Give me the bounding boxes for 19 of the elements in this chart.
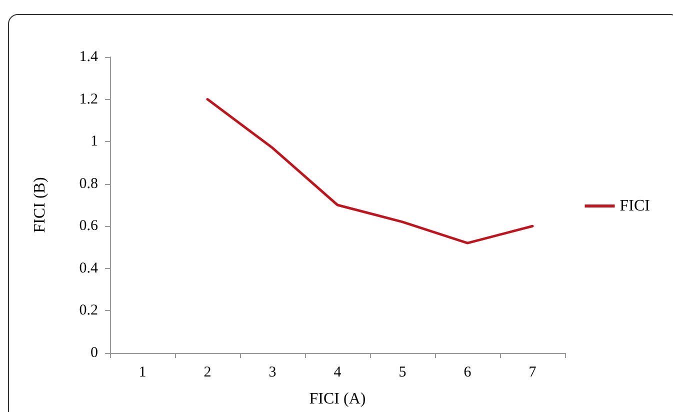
x-tick-label: 6 — [464, 364, 472, 380]
y-tick-label: 1.2 — [79, 91, 98, 108]
y-tick-label: 0.4 — [79, 260, 98, 276]
y-tick-label: 0 — [90, 345, 98, 361]
y-tick-label: 1 — [90, 134, 98, 150]
x-tick-label: 7 — [528, 364, 537, 380]
x-tick-label: 5 — [398, 364, 406, 380]
y-tick-label: 1.4 — [79, 49, 98, 65]
line-series — [206, 98, 534, 244]
y-axis-title: FICI (B) — [32, 177, 48, 233]
y-tick-label: 0.2 — [79, 302, 98, 319]
x-tick-label: 4 — [334, 364, 342, 380]
y-tick-label: 0.6 — [79, 218, 98, 234]
legend-label: FICI — [620, 198, 650, 214]
y-tick-label: 0.8 — [79, 176, 98, 192]
x-tick-label: 1 — [138, 364, 146, 380]
x-tick-label: 3 — [268, 364, 276, 380]
x-tick-label: 2 — [204, 364, 212, 380]
x-axis-title: FICI (A) — [309, 390, 366, 408]
